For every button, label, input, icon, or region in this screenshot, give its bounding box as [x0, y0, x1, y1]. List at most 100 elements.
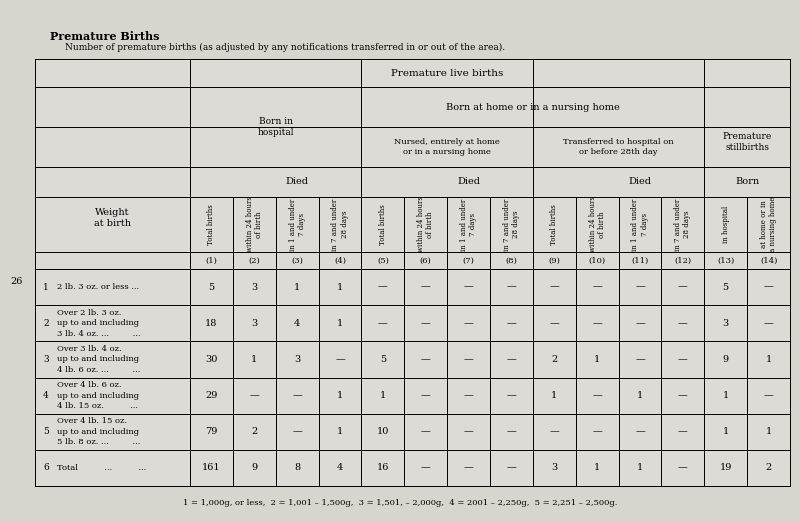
Text: in 1 and under
7 days: in 1 and under 7 days	[460, 199, 477, 251]
Text: 29: 29	[206, 391, 218, 400]
Text: 1: 1	[722, 391, 729, 400]
Text: Born in
hospital: Born in hospital	[258, 117, 294, 137]
Text: 1: 1	[251, 355, 258, 364]
Text: 30: 30	[206, 355, 218, 364]
Text: —: —	[378, 282, 388, 292]
Text: 1: 1	[551, 391, 558, 400]
Text: Died: Died	[629, 178, 651, 187]
Text: —: —	[464, 463, 474, 473]
Text: 1: 1	[43, 282, 49, 292]
Text: —: —	[292, 391, 302, 400]
Text: (11): (11)	[631, 256, 649, 265]
Text: —: —	[764, 391, 774, 400]
Text: (9): (9)	[548, 256, 560, 265]
Text: —: —	[421, 319, 430, 328]
Text: 19: 19	[719, 463, 732, 473]
Text: in 7 and under
28 days: in 7 and under 28 days	[503, 199, 520, 251]
Text: —: —	[506, 463, 516, 473]
Text: in 7 and under
28 days: in 7 and under 28 days	[331, 199, 349, 251]
Text: —: —	[506, 282, 516, 292]
Text: in hospital: in hospital	[722, 206, 730, 243]
Text: 5: 5	[380, 355, 386, 364]
Text: 1: 1	[637, 391, 643, 400]
Text: 1: 1	[594, 463, 600, 473]
Text: Premature live births: Premature live births	[391, 68, 503, 78]
Text: 2: 2	[43, 319, 49, 328]
Text: Died: Died	[457, 178, 480, 187]
Text: 2: 2	[551, 355, 558, 364]
Text: 5: 5	[43, 427, 49, 436]
Text: —: —	[421, 355, 430, 364]
Text: Total          ...          ...: Total ... ...	[57, 464, 146, 472]
Text: —: —	[550, 282, 559, 292]
Text: —: —	[464, 427, 474, 436]
Text: (12): (12)	[674, 256, 691, 265]
Text: —: —	[506, 355, 516, 364]
Text: in 1 and under
7 days: in 1 and under 7 days	[289, 199, 306, 251]
Text: 3: 3	[43, 355, 49, 364]
Text: 4: 4	[43, 391, 49, 400]
Text: 1: 1	[637, 463, 643, 473]
Text: 3: 3	[551, 463, 558, 473]
Text: 6: 6	[43, 463, 49, 473]
Text: Number of premature births (as adjusted by any notifications transferred in or o: Number of premature births (as adjusted …	[65, 43, 505, 52]
Text: 2: 2	[766, 463, 772, 473]
Text: —: —	[764, 319, 774, 328]
Text: (8): (8)	[506, 256, 518, 265]
Text: —: —	[592, 319, 602, 328]
Text: —: —	[421, 463, 430, 473]
Text: Transferred to hospital on
or before 28th day: Transferred to hospital on or before 28t…	[563, 139, 674, 156]
Text: —: —	[678, 391, 688, 400]
Text: 1: 1	[337, 282, 343, 292]
Text: 3: 3	[251, 319, 258, 328]
Text: —: —	[378, 319, 388, 328]
Text: (14): (14)	[760, 256, 778, 265]
Text: —: —	[464, 355, 474, 364]
Text: in 7 and under
28 days: in 7 and under 28 days	[674, 199, 691, 251]
Text: Died: Died	[286, 178, 309, 187]
Text: 9: 9	[722, 355, 729, 364]
Text: —: —	[506, 391, 516, 400]
Text: —: —	[592, 282, 602, 292]
Text: 9: 9	[251, 463, 258, 473]
Text: 16: 16	[377, 463, 389, 473]
Text: (5): (5)	[377, 256, 389, 265]
Text: —: —	[550, 319, 559, 328]
Text: —: —	[421, 427, 430, 436]
Text: —: —	[506, 427, 516, 436]
Text: —: —	[292, 427, 302, 436]
Text: 2 lb. 3 oz. or less ...: 2 lb. 3 oz. or less ...	[57, 283, 139, 291]
Text: Over 4 lb. 15 oz.
up to and including
5 lb. 8 oz. ...         ...: Over 4 lb. 15 oz. up to and including 5 …	[57, 417, 140, 446]
Text: —: —	[592, 427, 602, 436]
Text: 1: 1	[722, 427, 729, 436]
Text: within 24 hours
of birth: within 24 hours of birth	[417, 196, 434, 253]
Text: —: —	[635, 319, 645, 328]
Text: —: —	[464, 391, 474, 400]
Text: Born: Born	[735, 178, 759, 187]
Text: Over 3 lb. 4 oz.
up to and including
4 lb. 6 oz. ...         ...: Over 3 lb. 4 oz. up to and including 4 l…	[57, 345, 140, 374]
Text: at home or in
a nursing home: at home or in a nursing home	[760, 197, 777, 252]
Text: (6): (6)	[420, 256, 431, 265]
Text: Total births: Total births	[550, 204, 558, 245]
Text: 4: 4	[337, 463, 343, 473]
Text: —: —	[678, 319, 688, 328]
Text: (10): (10)	[589, 256, 606, 265]
Text: 1: 1	[294, 282, 300, 292]
Text: 8: 8	[294, 463, 300, 473]
Text: —: —	[335, 355, 345, 364]
Text: 1: 1	[337, 427, 343, 436]
Text: —: —	[592, 391, 602, 400]
Text: (1): (1)	[206, 256, 218, 265]
Text: —: —	[678, 355, 688, 364]
Text: 5: 5	[722, 282, 729, 292]
Text: —: —	[635, 355, 645, 364]
Text: in 1 and under
7 days: in 1 and under 7 days	[631, 199, 649, 251]
Text: Total births: Total births	[379, 204, 387, 245]
Text: Nursed, entirely at home
or in a nursing home: Nursed, entirely at home or in a nursing…	[394, 139, 500, 156]
Text: 26: 26	[10, 277, 22, 286]
Text: 1: 1	[766, 427, 772, 436]
Text: 1: 1	[337, 319, 343, 328]
Text: 79: 79	[206, 427, 218, 436]
Text: —: —	[421, 282, 430, 292]
Text: —: —	[506, 319, 516, 328]
